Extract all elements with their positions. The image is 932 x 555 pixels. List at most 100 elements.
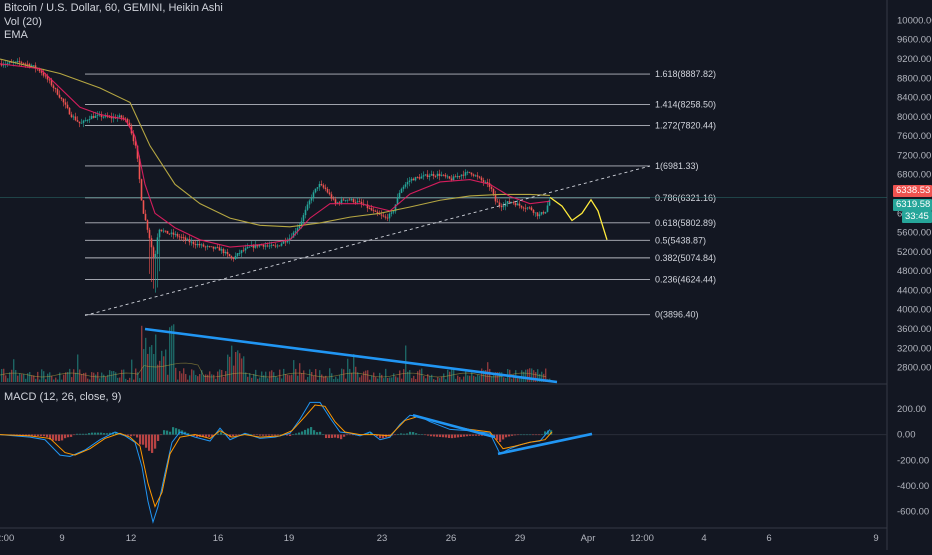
- volume-bar: [419, 369, 421, 382]
- macd-histogram-bar: [304, 429, 307, 435]
- volume-bar: [335, 376, 337, 382]
- candle-body: [128, 122, 131, 127]
- candle-body: [198, 243, 201, 246]
- macd-histogram-bar: [94, 432, 97, 435]
- macd-histogram-bar: [64, 434, 67, 439]
- macd-histogram-bar: [412, 432, 415, 435]
- macd-histogram-bar: [40, 434, 43, 437]
- candle-body: [296, 228, 299, 232]
- macd-histogram-bar: [157, 434, 160, 441]
- volume-bar: [325, 375, 327, 382]
- candle-body: [284, 241, 287, 243]
- time-axis-tick-label: 29: [515, 533, 526, 544]
- candle-body: [136, 145, 139, 159]
- volume-bar: [389, 377, 391, 382]
- candle-body: [318, 183, 321, 188]
- macd-histogram-bar: [340, 434, 343, 440]
- candle-body: [248, 246, 251, 248]
- volume-bar: [273, 372, 275, 382]
- price-axis-tick-label: 5600.00: [897, 228, 931, 239]
- candle-body: [446, 176, 449, 178]
- macd-histogram-bar: [394, 434, 397, 436]
- candle-body: [534, 212, 537, 214]
- macd-histogram-bar: [136, 434, 139, 438]
- candle-body: [250, 245, 253, 247]
- volume-bar: [57, 379, 59, 382]
- macd-histogram-bar: [82, 433, 85, 435]
- candle-body: [144, 213, 147, 221]
- macd-histogram-bar: [469, 434, 472, 436]
- fib-level-label: 0.5(5438.87): [655, 235, 706, 245]
- fib-level-label: 1(6981.33): [655, 161, 699, 171]
- volume-bar: [409, 370, 411, 382]
- candle-body: [312, 192, 315, 199]
- candle-body: [454, 176, 457, 178]
- macd-histogram-bar: [178, 429, 181, 435]
- macd-histogram-bar: [202, 434, 205, 437]
- candle-body: [260, 244, 263, 246]
- candle-body: [478, 176, 481, 178]
- candle-body: [122, 117, 125, 119]
- macd-histogram-bar: [268, 434, 271, 436]
- price-axis-tick-label: 3200.00: [897, 343, 931, 354]
- candle-body: [154, 253, 157, 258]
- candle-body: [142, 200, 145, 214]
- volume-bar: [337, 378, 339, 382]
- candle-body: [500, 205, 503, 208]
- candle-body: [474, 175, 477, 177]
- candle-body: [278, 245, 281, 247]
- volume-bar: [89, 379, 91, 382]
- candle-body: [458, 176, 461, 177]
- fib-level-label: 0.786(6321.16): [655, 193, 716, 203]
- macd-histogram-bar: [175, 428, 178, 435]
- macd-histogram-bar: [79, 433, 82, 435]
- candle-body: [216, 247, 219, 249]
- volume-bar: [49, 372, 51, 382]
- volume-bar: [141, 325, 143, 382]
- macd-histogram-bar: [532, 434, 535, 436]
- volume-bar: [491, 376, 493, 382]
- candle-body: [96, 114, 99, 116]
- candle-body: [390, 212, 393, 214]
- candle-body: [494, 194, 497, 202]
- candle-body: [484, 181, 487, 183]
- macd-histogram-bar: [457, 434, 460, 438]
- volume-bar: [13, 359, 15, 382]
- candle-body: [14, 61, 17, 63]
- macd-histogram-bar: [298, 432, 301, 435]
- volume-bar: [149, 346, 151, 382]
- candle-body: [306, 204, 309, 210]
- time-axis-tick-label: 23: [377, 533, 388, 544]
- candle-body: [164, 230, 167, 232]
- time-axis-tick-label: 16: [213, 533, 224, 544]
- volume-bar: [195, 374, 197, 382]
- volume-bar: [525, 369, 527, 382]
- volume-bar: [11, 369, 13, 382]
- price-axis-tick-label: 7600.00: [897, 131, 931, 142]
- candle-body: [240, 250, 243, 254]
- volume-bar: [239, 353, 241, 382]
- candle-body: [482, 180, 485, 183]
- volume-bar: [119, 377, 121, 382]
- macd-histogram-bar: [325, 434, 328, 439]
- volume-bar: [417, 371, 419, 382]
- candle-body: [214, 247, 217, 249]
- macd-histogram-bar: [73, 434, 76, 436]
- volume-bar: [121, 369, 123, 382]
- volume-bar: [395, 376, 397, 382]
- volume-bar: [439, 378, 441, 382]
- volume-bar: [339, 374, 341, 382]
- candle-body: [86, 119, 89, 121]
- candle-body: [258, 244, 261, 247]
- macd-histogram-bar: [145, 434, 148, 448]
- volume-bar: [527, 369, 529, 382]
- candle-body: [354, 202, 357, 203]
- volume-bar: [533, 370, 535, 382]
- candle-body: [336, 202, 339, 204]
- candle-body: [140, 179, 143, 201]
- candle-body: [422, 175, 425, 177]
- volume-bar: [427, 374, 429, 382]
- volume-bar: [355, 366, 357, 382]
- volume-bar: [357, 372, 359, 382]
